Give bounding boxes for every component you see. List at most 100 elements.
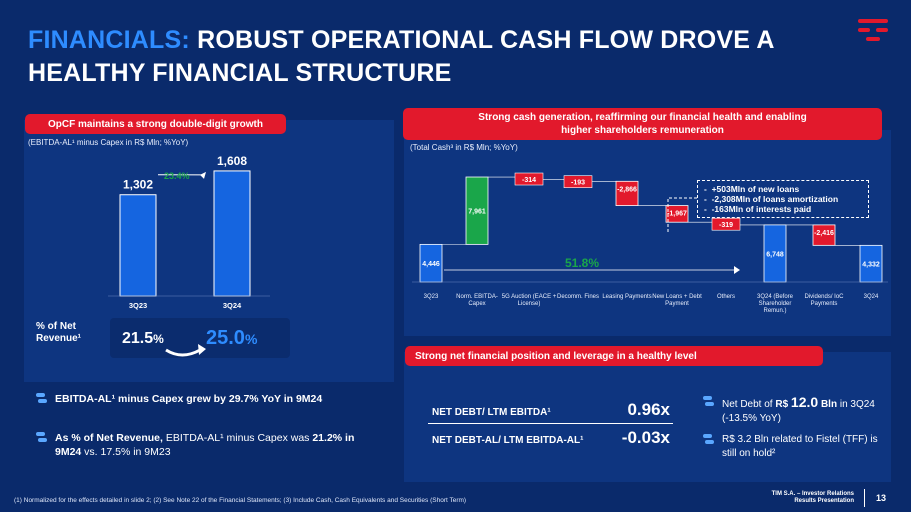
pct-to-number: 25.0 <box>206 327 245 349</box>
waterfall-bar <box>615 180 639 206</box>
right-bottom-pill: Strong net financial position and levera… <box>405 346 823 366</box>
opcf-category-label: 3Q23 <box>129 301 147 310</box>
waterfall-category-label: New Loans + Debt Payment <box>652 294 702 307</box>
loans-callout: - +503Mln of new loans - -2,308Mln of lo… <box>697 180 869 218</box>
waterfall-growth-arrowhead <box>734 266 740 274</box>
metric-net-debt-ebitda: NET DEBT/ LTM EBITDA¹ 0.96x <box>432 400 670 420</box>
opcf-bar <box>119 194 157 297</box>
right-bullet-1-bold-big: 12.0 <box>790 394 819 410</box>
callout-item-1: +503Mln of new loans <box>711 184 800 194</box>
waterfall-category-label: 3Q24 (Before Shareholder Remun.) <box>756 294 794 314</box>
right-bullet-1-pre: Net Debt of <box>722 399 776 410</box>
waterfall-value-label: -314 <box>522 177 536 184</box>
left-bullet-2: As % of Net Revenue, EBITDA-AL¹ minus Ca… <box>36 431 356 459</box>
waterfall-category-label: Dividends/ IoC Payments <box>804 294 844 307</box>
waterfall-category-label: Decomm. Fines <box>556 294 599 300</box>
waterfall-bar <box>665 205 689 223</box>
footnotes: (1) Normalized for the effects detailed … <box>14 497 467 504</box>
title-highlight: FINANCIALS: <box>28 26 190 54</box>
waterfall-bar <box>812 224 836 246</box>
left-bullet-2-rest: vs. 17.5% in 9M23 <box>81 446 171 458</box>
metric-label: NET DEBT/ LTM EBITDA¹ <box>432 407 551 418</box>
callout-item-3: -163Mln of interests paid <box>711 204 812 214</box>
waterfall-value-box <box>514 172 544 186</box>
pct-to: 25.0% <box>206 327 257 350</box>
waterfall-category-label: Others <box>716 294 735 300</box>
right-bullet-1: Net Debt of R$ 12.0 Bln in 3Q24 (-13.5% … <box>703 395 883 426</box>
pct-from-unit: % <box>153 332 164 346</box>
tim-logo-icon <box>858 19 888 41</box>
right-bullet-1-bold-post: Bln <box>818 399 838 410</box>
opcf-bar-chart: 1,302 3Q23 1,608 3Q24 23.4% <box>108 154 270 310</box>
page-title: FINANCIALS: ROBUST OPERATIONAL CASH FLOW… <box>28 24 828 90</box>
pct-from: 21.5% <box>122 330 164 348</box>
waterfall-growth-label: 51.8% <box>565 256 599 270</box>
opcf-value-label: 1,302 <box>123 178 153 192</box>
left-panel-subtitle: (EBITDA-AL¹ minus Capex in R$ Mln; %YoY) <box>28 138 189 147</box>
waterfall-value-label: -2,416 <box>814 230 834 237</box>
pct-to-unit: % <box>244 331 258 347</box>
metric-value: -0.03x <box>621 428 670 447</box>
left-bullet-1-bold: EBITDA-AL¹ minus Capex grew by 29.7% YoY… <box>55 393 323 405</box>
opcf-value-label: 1,608 <box>217 154 247 168</box>
right-bottom-panel <box>404 352 891 482</box>
right-top-subtitle: (Total Cash³ in R$ Mln; %YoY) <box>410 143 518 152</box>
left-bullet-1: EBITDA-AL¹ minus Capex grew by 29.7% YoY… <box>36 392 386 406</box>
waterfall-value-label: -1,967 <box>667 211 687 218</box>
waterfall-value-label: -193 <box>571 180 585 187</box>
callout-item: - -2,308Mln of loans amortization <box>704 194 839 204</box>
waterfall-value-label: 4,446 <box>422 261 440 268</box>
pct-arrow-icon <box>165 344 206 357</box>
right-bullet-2-text: R$ 3.2 Bln related to Fistel (TFF) is st… <box>722 434 878 459</box>
callout-item: - +503Mln of new loans <box>704 184 800 194</box>
bullet-icon <box>703 396 714 407</box>
left-panel-pill: OpCF maintains a strong double-digit gro… <box>25 114 286 134</box>
left-bullet-2-mid: EBITDA-AL¹ minus Capex was <box>162 432 313 444</box>
waterfall-category-label: 3Q24 <box>863 294 879 300</box>
waterfall-bar <box>465 176 489 245</box>
waterfall-category-label: Leasing Payments <box>602 294 652 300</box>
waterfall-value-label: 4,332 <box>862 262 880 269</box>
opcf-growth-arrowhead <box>200 171 206 179</box>
left-bullet-2-text: As % of Net Revenue, EBITDA-AL¹ minus Ca… <box>55 431 356 459</box>
bullet-icon <box>703 434 714 445</box>
waterfall-value-label: 6,748 <box>766 251 784 258</box>
total-cash-waterfall-chart: 4,446 7,961 -314 -193 -2,866 -1,967 -319 6,748 -… <box>412 172 888 283</box>
right-bullet-1-bold-small: R$ <box>775 399 791 410</box>
left-bullet-2-bold: As % of Net Revenue, <box>55 432 163 444</box>
bullet-icon <box>36 393 47 404</box>
footer-brand-line1: TIM S.A. – Investor Relations <box>771 491 854 497</box>
waterfall-category-label: 3Q23 <box>423 294 439 300</box>
page-number: 13 <box>876 493 887 503</box>
pct-net-revenue-label: % of Net Revenue¹ <box>36 321 82 344</box>
metric-label: NET DEBT-AL/ LTM EBITDA-AL¹ <box>432 435 584 446</box>
pct-from-number: 21.5 <box>122 330 154 347</box>
footer-brand: TIM S.A. – Investor Relations Results Pr… <box>740 491 854 505</box>
waterfall-value-label: 7,961 <box>468 209 486 216</box>
right-bullet-1-text: Net Debt of R$ 12.0 Bln in 3Q24 (-13.5% … <box>722 395 883 426</box>
waterfall-value-box <box>711 217 741 231</box>
waterfall-value-box <box>563 175 593 188</box>
callout-item: - -163Mln of interests paid <box>704 204 812 214</box>
bullet-icon <box>36 432 47 443</box>
right-top-pill: Strong cash generation, reaffirming our … <box>403 108 882 140</box>
left-bullet-1-text: EBITDA-AL¹ minus Capex grew by 29.7% YoY… <box>55 392 322 406</box>
opcf-bar <box>213 170 251 297</box>
waterfall-value-label: -2,866 <box>617 186 637 193</box>
waterfall-value-label: -319 <box>719 222 733 229</box>
waterfall-category-label: 5G Auction (EACE + License) <box>501 294 557 307</box>
waterfall-category-label: Norm. EBITDA-Capex <box>456 294 498 307</box>
metric-divider <box>428 423 673 424</box>
metric-net-debt-al-ebitda-al: NET DEBT-AL/ LTM EBITDA-AL¹ -0.03x <box>432 428 670 448</box>
footer-separator <box>864 489 865 507</box>
callout-item-2: -2,308Mln of loans amortization <box>711 194 839 204</box>
right-bullet-1-post: in 3Q24 (-13.5% YoY) <box>722 399 875 424</box>
left-bullet-2-bold2: 21.2% in 9M24 <box>55 432 355 458</box>
metric-value: 0.96x <box>627 400 670 419</box>
callout-connector <box>667 197 697 232</box>
right-bullet-2: R$ 3.2 Bln related to Fistel (TFF) is st… <box>703 433 883 461</box>
footer-brand-line2: Results Presentation <box>794 498 854 504</box>
opcf-growth-label: 23.4% <box>164 171 190 181</box>
opcf-category-label: 3Q24 <box>223 301 242 310</box>
title-rest: ROBUST OPERATIONAL CASH FLOW DROVE A HEA… <box>28 26 774 87</box>
